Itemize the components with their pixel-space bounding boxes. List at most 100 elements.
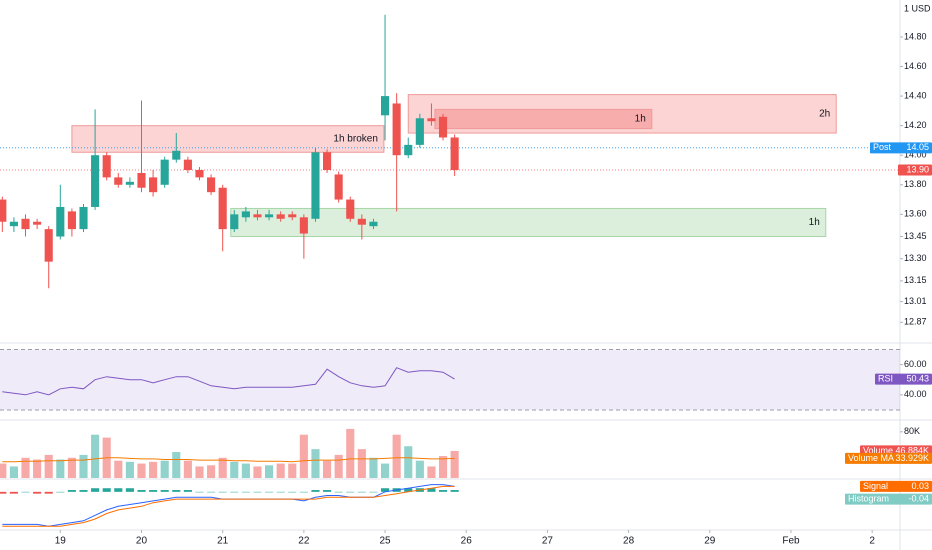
bar bbox=[56, 491, 65, 493]
y-tick-label: 13.80 bbox=[904, 179, 927, 189]
bar bbox=[160, 460, 169, 478]
bar bbox=[404, 446, 413, 478]
bar bbox=[253, 466, 262, 478]
bar bbox=[265, 465, 274, 478]
bar bbox=[438, 490, 448, 492]
candle-body bbox=[67, 211, 76, 230]
bar bbox=[114, 460, 123, 478]
x-tick-label: 28 bbox=[623, 536, 635, 547]
bar bbox=[334, 454, 343, 478]
x-tick-label: 26 bbox=[461, 536, 473, 547]
bar bbox=[218, 457, 227, 478]
bar bbox=[357, 491, 366, 493]
price-tag-value: 33.929K bbox=[895, 453, 929, 463]
line bbox=[2, 367, 455, 396]
y-tick-label: 40.00 bbox=[904, 389, 927, 399]
zone-label: 2h bbox=[819, 108, 830, 119]
bar bbox=[195, 466, 204, 478]
zone bbox=[407, 94, 837, 134]
bar bbox=[427, 488, 436, 492]
bar bbox=[380, 463, 390, 478]
y-tick-label: 14.00 bbox=[904, 150, 927, 160]
x-tick-label: 2 bbox=[869, 536, 875, 547]
bar bbox=[9, 491, 18, 494]
bar bbox=[265, 491, 274, 493]
price-tag bbox=[898, 164, 932, 176]
price-tag-value: 0.03 bbox=[911, 481, 929, 491]
candle-body bbox=[160, 159, 169, 185]
bar bbox=[183, 490, 192, 492]
bar bbox=[438, 456, 448, 478]
price-tag bbox=[870, 142, 932, 154]
candle-body bbox=[392, 103, 401, 156]
candle-body bbox=[427, 118, 436, 122]
bar bbox=[0, 491, 7, 494]
price-tag-name: Volume bbox=[863, 445, 893, 455]
candle-body bbox=[380, 96, 390, 116]
bar bbox=[0, 463, 7, 478]
bar bbox=[67, 490, 76, 492]
bar bbox=[125, 461, 134, 478]
price-tag-name: Signal bbox=[863, 481, 888, 491]
candle-body bbox=[230, 214, 239, 230]
bar bbox=[91, 488, 100, 492]
candle-body bbox=[311, 152, 320, 219]
bar bbox=[241, 491, 250, 493]
candle-body bbox=[218, 187, 227, 230]
candle-body bbox=[137, 172, 146, 188]
candle-body bbox=[438, 116, 448, 138]
price-tag-value: 46.884K bbox=[895, 445, 929, 455]
bar bbox=[172, 452, 181, 478]
price-tag-name: Post bbox=[873, 142, 892, 152]
zone bbox=[230, 207, 827, 238]
x-tick-label: 20 bbox=[136, 536, 148, 547]
bar bbox=[44, 491, 53, 494]
bar bbox=[357, 449, 366, 478]
candle-body bbox=[241, 211, 250, 218]
price-tag-name: Volume MA bbox=[848, 453, 894, 463]
bar bbox=[450, 490, 459, 492]
bar bbox=[114, 488, 123, 492]
bar bbox=[346, 491, 355, 493]
candle-body bbox=[79, 206, 88, 230]
bar bbox=[230, 461, 239, 478]
price-tag bbox=[860, 480, 932, 492]
y-tick-label: 14.80 bbox=[904, 31, 927, 41]
candle-body bbox=[207, 177, 216, 193]
bar bbox=[183, 460, 192, 478]
x-tick-label: 21 bbox=[217, 536, 229, 547]
y-tick-label: 13.15 bbox=[904, 275, 927, 285]
bar bbox=[299, 434, 308, 478]
bar bbox=[311, 490, 320, 492]
y-tick-label: 13.30 bbox=[904, 253, 927, 263]
bar bbox=[137, 463, 146, 478]
bar bbox=[9, 466, 18, 478]
price-tag bbox=[845, 452, 932, 464]
x-tick-label: 29 bbox=[704, 536, 716, 547]
currency-label: 1 USD bbox=[904, 3, 931, 13]
bar bbox=[380, 488, 390, 492]
bar bbox=[369, 491, 378, 493]
bar bbox=[102, 488, 111, 492]
bar bbox=[241, 463, 250, 478]
bar bbox=[218, 491, 227, 493]
y-tick-label: 14.40 bbox=[904, 90, 927, 100]
bar bbox=[149, 490, 158, 492]
bar bbox=[299, 491, 308, 493]
line bbox=[2, 457, 455, 463]
bar bbox=[160, 490, 169, 492]
bar bbox=[207, 465, 216, 478]
x-tick-label: 19 bbox=[55, 536, 67, 547]
y-tick-label: 14.20 bbox=[904, 120, 927, 130]
bar bbox=[323, 460, 332, 478]
bar bbox=[33, 491, 42, 494]
candle-body bbox=[21, 218, 30, 230]
candle-body bbox=[404, 144, 413, 156]
bar bbox=[21, 457, 30, 478]
y-tick-label: 12.87 bbox=[904, 317, 927, 327]
y-tick-label: 13.45 bbox=[904, 231, 927, 241]
candle-body bbox=[56, 206, 65, 237]
bar bbox=[450, 450, 459, 478]
bar bbox=[207, 491, 216, 493]
